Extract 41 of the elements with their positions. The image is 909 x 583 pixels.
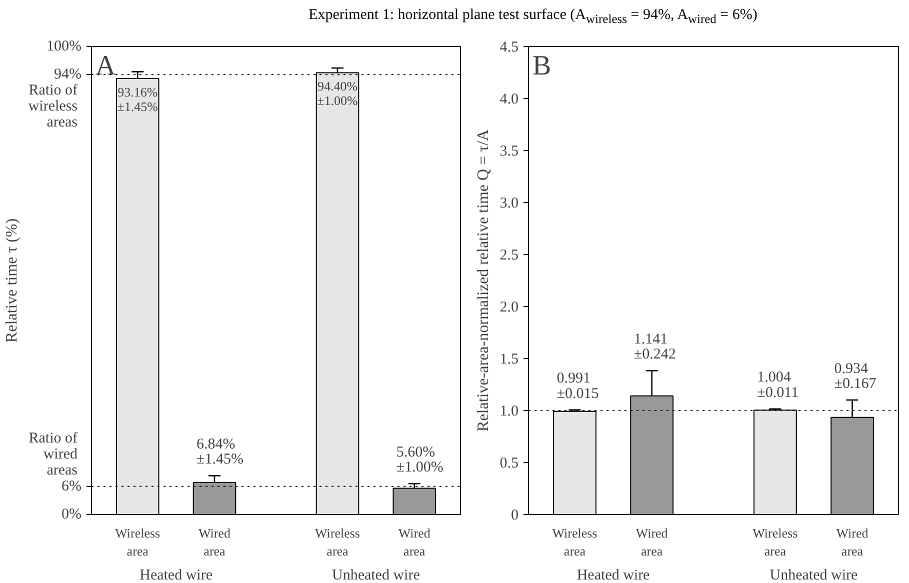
text: Unheated wire bbox=[770, 568, 858, 583]
data-label: 0.934 ±0.167 bbox=[834, 360, 877, 392]
y-tick-label: 3.5 bbox=[500, 144, 518, 160]
data-label: 93.16% ±1.45% bbox=[117, 84, 158, 114]
y-tick-label: 2.0 bbox=[500, 300, 518, 316]
x-tick-label: Wired area bbox=[836, 526, 869, 558]
data-label: 1.004 ±0.011 bbox=[757, 370, 799, 401]
x-tick-label: Wired area bbox=[398, 526, 431, 558]
text: Experiment 1: horizontal plane test surface (A$_{wireless}$ = 94%, A$_{wired}$ = 6%) bbox=[308, 6, 758, 28]
text: Unheated wire bbox=[332, 568, 420, 583]
y-tick-label: 94% bbox=[54, 66, 82, 83]
data-label: 6.84% ±1.45% bbox=[196, 436, 244, 468]
y-tick-label: 3.0 bbox=[500, 196, 518, 212]
y-tick-label: 1.5 bbox=[500, 352, 518, 368]
annotation: A bbox=[96, 50, 116, 82]
ref-line-label: Ratio of wired areas bbox=[28, 430, 78, 479]
x-tick-label: Wireless area bbox=[115, 526, 160, 558]
y-tick-label: 6% bbox=[62, 478, 82, 494]
x-tick-label: Wired area bbox=[636, 526, 668, 558]
x-tick-label: Wireless area bbox=[552, 526, 598, 558]
y-tick-label: 0 bbox=[511, 508, 518, 524]
y-tick-label: 4.0 bbox=[500, 92, 518, 108]
y-tick-label: 100% bbox=[46, 38, 82, 54]
ref-line-label: Ratio of wireless areas bbox=[28, 82, 78, 130]
data-label: 5.60% ±1.00% bbox=[396, 444, 444, 476]
y-tick-label: 0.5 bbox=[500, 456, 518, 472]
y-axis-title: Relative time τ (%) bbox=[3, 218, 20, 343]
x-tick-label: Wired area bbox=[198, 526, 231, 558]
x-tick-label: Wireless area bbox=[752, 526, 798, 558]
data-label: 0.991 ±0.015 bbox=[556, 370, 599, 402]
annotation: B bbox=[532, 50, 552, 82]
y-tick-label: 0% bbox=[62, 506, 82, 522]
y-axis-title: Relative-area-normalized relative time Q = τ/A bbox=[474, 129, 492, 432]
text: Heated wire bbox=[140, 568, 213, 583]
y-tick-label: 1.0 bbox=[500, 404, 518, 420]
y-tick-label: 4.5 bbox=[500, 40, 518, 56]
data-label: 94.40% ±1.00% bbox=[317, 78, 358, 108]
text: Heated wire bbox=[576, 568, 650, 583]
data-label: 1.141 ±0.242 bbox=[634, 331, 676, 363]
y-tick-label: 2.5 bbox=[500, 248, 518, 264]
x-tick-label: Wireless area bbox=[315, 526, 360, 558]
